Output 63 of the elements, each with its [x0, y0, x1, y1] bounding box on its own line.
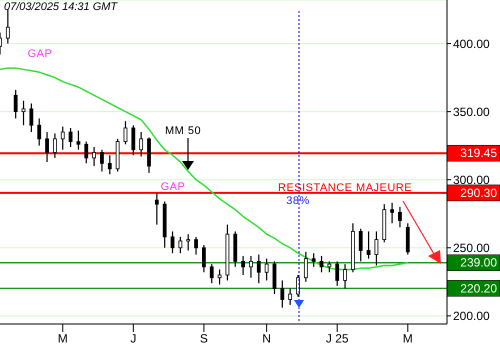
- candlestick: [374, 230, 378, 266]
- candlestick: [124, 120, 128, 145]
- candlestick: [170, 230, 174, 254]
- chart-subtitle: 07/03/2025 14:31 GMT: [4, 1, 118, 13]
- y-tick-label: 250.00: [453, 241, 490, 256]
- x-tick-label: J: [130, 332, 136, 346]
- candlestick: [186, 234, 190, 252]
- y-tick-label: 400.00: [453, 36, 490, 51]
- candlestick: [108, 154, 112, 175]
- candlestick: [390, 202, 394, 224]
- candlestick: [100, 149, 104, 172]
- candlestick: [22, 100, 26, 126]
- candlestick: [131, 124, 136, 156]
- ref-line-label: 290.30: [460, 186, 498, 200]
- candlestick: [343, 264, 347, 290]
- candlestick: [60, 126, 65, 150]
- candlestick: [52, 132, 57, 159]
- candlestick: [202, 244, 206, 273]
- candlestick: [139, 131, 144, 158]
- candlestick: [210, 264, 214, 284]
- y-tick-label: 300.00: [453, 172, 490, 187]
- candlestick: [84, 140, 88, 164]
- candlestick: [256, 254, 261, 284]
- candlestick: [92, 146, 96, 167]
- y-tick-label: 350.00: [453, 104, 490, 119]
- candlestick: [280, 280, 284, 308]
- candlestick: [154, 192, 159, 226]
- annotation: 38%: [286, 195, 310, 207]
- candlestick: [45, 131, 49, 163]
- candlestick: [178, 236, 182, 254]
- candlestick: [358, 228, 363, 262]
- candlestick: [241, 255, 246, 276]
- ref-line-label: 220.20: [460, 281, 498, 296]
- candlestick: [68, 127, 72, 148]
- candlestick: [218, 268, 222, 286]
- candlestick: [366, 230, 370, 260]
- candlestick: [29, 102, 34, 133]
- candlestick: [320, 255, 324, 273]
- candlestick: [327, 260, 332, 273]
- x-tick-label: S: [200, 332, 208, 346]
- annotation: MM 50: [164, 125, 202, 137]
- ref-line-label: 239.00: [460, 256, 498, 270]
- candlestick: [304, 251, 308, 282]
- ref-line-label: 319.45: [460, 146, 498, 160]
- candlestick: [14, 89, 18, 120]
- candlestick: [398, 206, 402, 228]
- x-tick-label: J 25: [326, 332, 349, 346]
- annotation: RESISTANCE MAJEURE: [278, 182, 412, 194]
- y-tick-label: 200.00: [453, 309, 490, 324]
- annotation: GAP: [28, 48, 52, 60]
- candlestick: [249, 255, 253, 278]
- x-tick-label: M: [58, 332, 68, 346]
- candlestick: [37, 118, 42, 146]
- candlestick: [264, 258, 269, 282]
- x-tick-label: M: [402, 332, 413, 346]
- annotation: GAP: [160, 181, 186, 193]
- candlestick: [288, 288, 292, 306]
- candlestick: [312, 252, 316, 268]
- candlestick: [76, 130, 80, 150]
- x-tick-label: N: [262, 332, 271, 346]
- candlestick: [194, 236, 198, 256]
- candlestick: [335, 260, 340, 286]
- candlestick: [6, 8, 10, 44]
